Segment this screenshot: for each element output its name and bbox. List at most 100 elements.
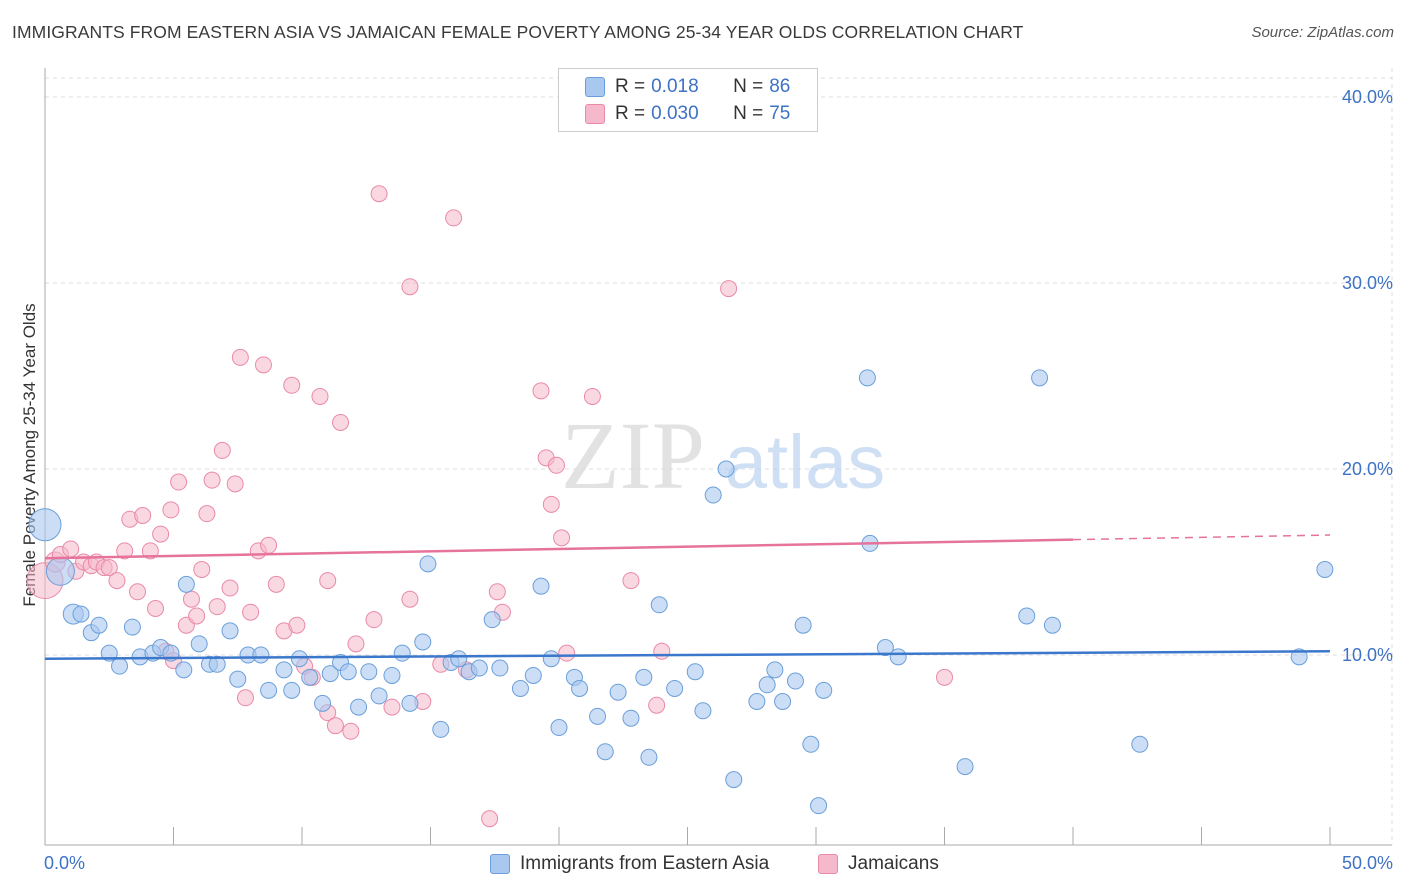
eastern-asia-point bbox=[766, 661, 784, 679]
legend-r-label: R = bbox=[615, 76, 646, 97]
eastern-asia-point bbox=[532, 577, 550, 595]
legend-r-label: R = bbox=[615, 103, 646, 124]
axes bbox=[44, 68, 1392, 846]
jamaicans-point bbox=[332, 414, 350, 431]
eastern-asia-point bbox=[260, 681, 278, 699]
jamaicans-point bbox=[936, 668, 953, 686]
trend-lines bbox=[44, 534, 1331, 660]
x-tick-label: 0.0% bbox=[44, 853, 85, 873]
eastern-asia-trend-line bbox=[44, 650, 1331, 660]
y-tick-label: 40.0% bbox=[1342, 87, 1393, 107]
eastern-asia-point bbox=[90, 616, 108, 634]
jamaicans-point bbox=[558, 644, 576, 662]
eastern-asia-point bbox=[252, 646, 270, 664]
y-tick-label: 30.0% bbox=[1342, 273, 1393, 293]
y-tick-label: 10.0% bbox=[1342, 645, 1393, 665]
eastern-asia-point bbox=[876, 639, 894, 657]
eastern-asia-point bbox=[542, 650, 560, 668]
y-tick-labels: 10.0% 20.0% 30.0% 40.0% bbox=[1342, 87, 1393, 665]
legend-swatch-pink bbox=[585, 104, 605, 124]
legend: R = 0.018 N = 86 R = 0.030 N = 75 bbox=[558, 68, 818, 132]
eastern-asia-point bbox=[622, 709, 640, 727]
eastern-asia-point bbox=[802, 735, 820, 753]
eastern-asia-point bbox=[596, 743, 614, 761]
bottom-legend-label: Immigrants from Eastern Asia bbox=[520, 853, 770, 874]
eastern-asia-point bbox=[321, 665, 339, 683]
eastern-asia-point bbox=[589, 707, 607, 725]
jamaicans-point bbox=[162, 501, 180, 519]
eastern-asia-point bbox=[414, 633, 432, 651]
eastern-asia-point bbox=[694, 702, 712, 720]
legend-n-label: N = bbox=[733, 76, 764, 97]
bottom-legend-swatch-blue bbox=[490, 854, 510, 874]
eastern-asia-point bbox=[704, 486, 722, 504]
jamaicans-point bbox=[254, 356, 272, 374]
jamaicans-point bbox=[288, 616, 306, 634]
gridlines bbox=[45, 68, 1393, 845]
x-tick-label: 50.0% bbox=[1342, 853, 1393, 873]
eastern-asia-point bbox=[748, 693, 766, 710]
bottom-legend-eastern-asia: Immigrants from Eastern Asia bbox=[490, 852, 769, 876]
eastern-asia-point bbox=[72, 605, 90, 623]
eastern-asia-point bbox=[111, 657, 129, 675]
eastern-asia-point bbox=[393, 644, 411, 662]
legend-n-value: 86 bbox=[769, 76, 791, 97]
eastern-asia-point bbox=[290, 650, 308, 668]
bottom-legend-swatch-pink bbox=[818, 854, 838, 874]
jamaicans-point bbox=[347, 635, 365, 653]
eastern-asia-point bbox=[609, 683, 627, 701]
eastern-asia-points bbox=[28, 369, 1334, 815]
jamaicans-point bbox=[116, 542, 134, 560]
eastern-asia-point bbox=[401, 694, 419, 712]
eastern-asia-point bbox=[45, 556, 75, 586]
eastern-asia-point bbox=[450, 650, 468, 668]
jamaicans-points bbox=[26, 185, 953, 828]
eastern-asia-point bbox=[635, 668, 653, 686]
eastern-asia-point bbox=[511, 679, 529, 697]
eastern-asia-point bbox=[28, 508, 62, 542]
eastern-asia-point bbox=[524, 666, 542, 684]
jamaicans-point bbox=[182, 590, 200, 608]
jamaicans-point bbox=[203, 471, 221, 489]
chart-title: IMMIGRANTS FROM EASTERN ASIA VS JAMAICAN… bbox=[12, 22, 1024, 42]
bottom-legend-label: Jamaicans bbox=[848, 853, 939, 874]
eastern-asia-point bbox=[1043, 616, 1061, 634]
jamaicans-point bbox=[311, 387, 329, 405]
jamaicans-point bbox=[720, 280, 738, 298]
jamaicans-point bbox=[108, 572, 126, 590]
jamaicans-point bbox=[283, 376, 301, 394]
eastern-asia-point bbox=[1018, 607, 1036, 625]
eastern-asia-point bbox=[370, 687, 388, 705]
eastern-asia-point bbox=[956, 758, 974, 776]
jamaicans-point bbox=[236, 689, 254, 707]
jamaicans-point bbox=[147, 600, 165, 617]
jamaicans-point bbox=[326, 717, 344, 735]
jamaicans-point bbox=[481, 810, 499, 828]
legend-r-value: 0.018 bbox=[651, 76, 699, 97]
jamaicans-point bbox=[260, 536, 278, 554]
jamaicans-point bbox=[365, 611, 383, 629]
jamaicans-point bbox=[401, 590, 419, 608]
eastern-asia-point bbox=[717, 460, 735, 478]
jamaicans-trend-extension bbox=[1072, 534, 1331, 541]
jamaicans-point bbox=[141, 542, 159, 560]
eastern-asia-point bbox=[1316, 560, 1334, 578]
jamaicans-point bbox=[213, 441, 231, 459]
watermark-zip: ZIP bbox=[561, 402, 705, 509]
eastern-asia-point bbox=[383, 666, 401, 684]
legend-n-value: 75 bbox=[769, 103, 791, 124]
jamaicans-point bbox=[319, 572, 337, 590]
jamaicans-point bbox=[193, 560, 211, 578]
eastern-asia-point bbox=[350, 698, 368, 716]
eastern-asia-point bbox=[686, 663, 704, 681]
jamaicans-point bbox=[653, 642, 671, 660]
jamaicans-point bbox=[583, 387, 601, 405]
jamaicans-point bbox=[242, 603, 260, 621]
eastern-asia-point bbox=[794, 616, 812, 634]
jamaicans-point bbox=[622, 572, 640, 590]
legend-row-eastern-asia: R = 0.018 N = 86 bbox=[585, 74, 790, 100]
jamaicans-point bbox=[129, 583, 147, 601]
eastern-asia-point bbox=[221, 622, 239, 640]
eastern-asia-point bbox=[301, 668, 319, 686]
